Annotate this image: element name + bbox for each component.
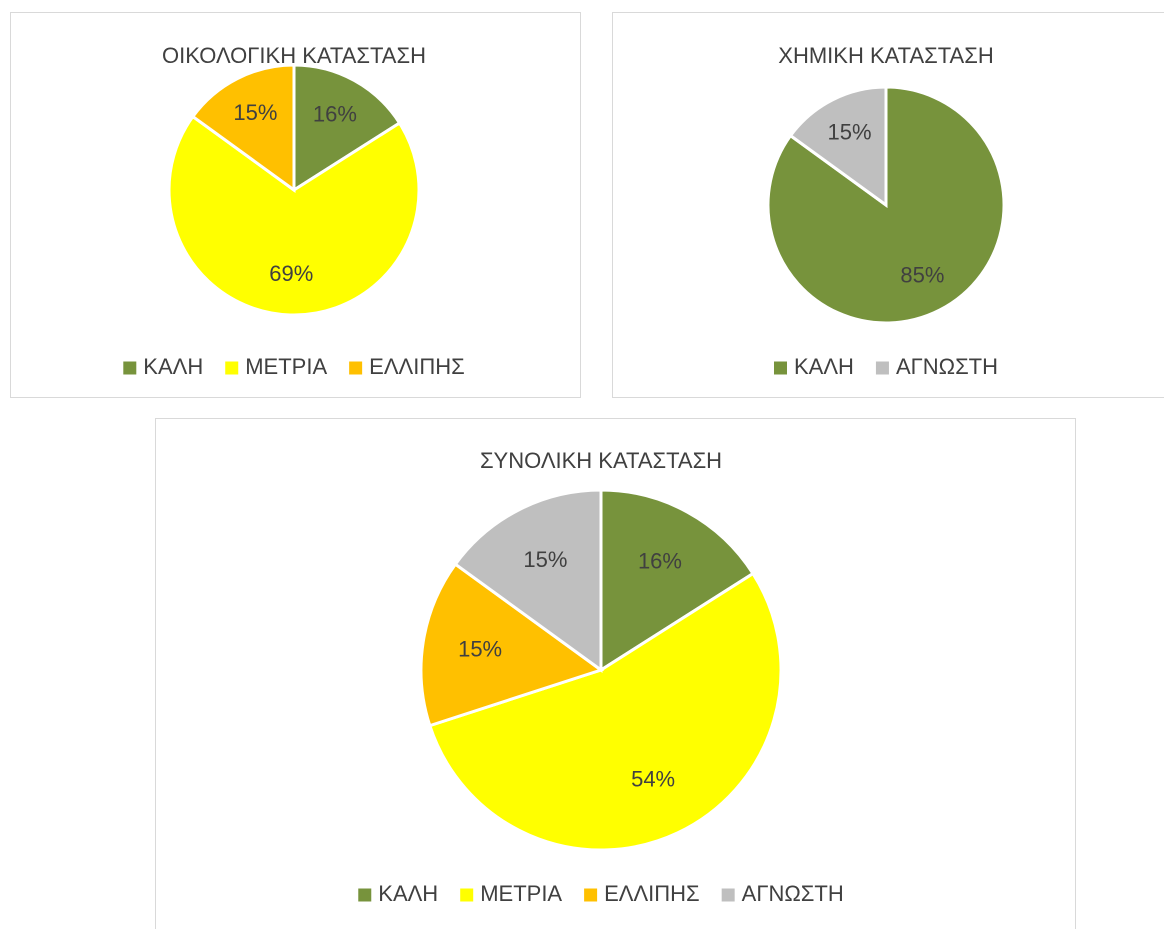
chart-title: ΣΥΝΟΛΙΚΗ ΚΑΤΑΣΤΑΣΗ (480, 448, 722, 473)
data-label: 54% (631, 767, 675, 792)
legend-marker (722, 889, 735, 902)
legend-label: ΚΑΛΗ (794, 354, 854, 379)
legend-label: ΕΛΛΙΠΗΣ (604, 881, 700, 906)
legend-marker (349, 362, 362, 375)
legend-label: ΚΑΛΗ (143, 354, 203, 379)
legend-marker (876, 362, 889, 375)
legend-label: ΜΕΤΡΙΑ (245, 354, 327, 379)
legend-label: ΑΓΝΩΣΤΗ (896, 354, 998, 379)
legend-marker (584, 889, 597, 902)
legend-marker (358, 889, 371, 902)
legend-label: ΑΓΝΩΣΤΗ (742, 881, 844, 906)
data-label: 15% (523, 547, 567, 572)
legend-marker (123, 362, 136, 375)
legend-marker (774, 362, 787, 375)
legend-label: ΕΛΛΙΠΗΣ (369, 354, 465, 379)
chart-title: ΧΗΜΙΚΗ ΚΑΤΑΣΤΑΣΗ (778, 43, 993, 68)
legend-label: ΜΕΤΡΙΑ (480, 881, 562, 906)
data-label: 16% (638, 549, 682, 574)
data-label: 16% (313, 101, 357, 126)
legend-marker (460, 889, 473, 902)
data-label: 69% (269, 261, 313, 286)
legend-marker (225, 362, 238, 375)
data-label: 85% (900, 262, 944, 287)
legend-label: ΚΑΛΗ (378, 881, 438, 906)
data-label: 15% (828, 119, 872, 144)
data-label: 15% (458, 637, 502, 662)
data-label: 15% (233, 100, 277, 125)
